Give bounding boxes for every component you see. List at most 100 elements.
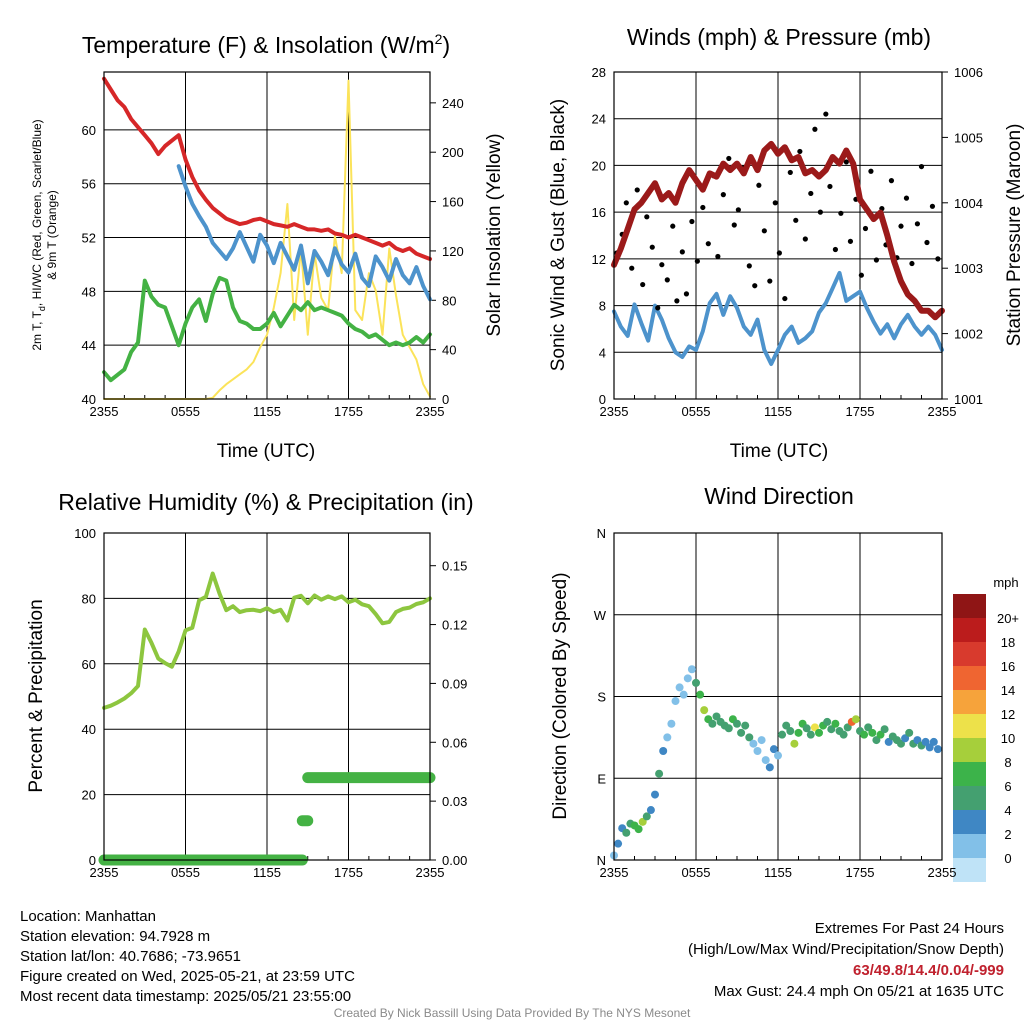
gust-point	[858, 272, 864, 278]
humidity-panel: Relative Humidity (%) & Precipitation (i…	[26, 489, 474, 880]
wind-direction-point	[757, 736, 766, 745]
wind-direction-ylabel: Direction (Colored By Speed)	[550, 572, 571, 819]
gust-point	[873, 257, 880, 263]
wind-direction-point	[880, 725, 889, 734]
x-tick-label: 2355	[600, 865, 629, 880]
gust-point	[888, 178, 895, 184]
temperature-xlabel: Time (UTC)	[217, 441, 316, 462]
extremes-title: Extremes For Past 24 Hours	[814, 920, 1004, 937]
y2-tick-label: 1001	[954, 392, 983, 407]
x-tick-label: 1155	[253, 404, 281, 419]
credit-line: Created By Nick Bassill Using Data Provi…	[333, 1006, 691, 1020]
gust-point	[868, 168, 874, 174]
extremes-summary: Extremes For Past 24 Hours (High/Low/Max…	[688, 918, 1004, 1002]
gust-point	[832, 246, 839, 253]
x-tick-label: 2355	[416, 865, 445, 880]
wind-direction-point	[860, 730, 869, 739]
y-tick-label: 8	[599, 299, 606, 314]
colorbar-label: 6	[1004, 779, 1011, 794]
gust-point	[694, 258, 700, 264]
gust-point	[640, 281, 646, 288]
pressure-ylabel: Station Pressure (Maroon)	[1004, 124, 1024, 347]
y2-tick-label: 0.06	[442, 735, 467, 750]
colorbar-swatch	[953, 858, 986, 882]
wind-direction-point	[667, 719, 676, 728]
speed-colorbar: mph 0 2 4 6 8 10 12 14 16 18 20+	[953, 575, 1019, 882]
plot-border	[103, 71, 431, 400]
wind-direction-point	[786, 727, 795, 736]
temperature-panel: Temperature (F) & Insolation (W/m2) 2m T…	[30, 31, 505, 462]
gust-point	[705, 241, 711, 247]
insolation-ylabel: Solar Insolation (Yellow)	[484, 133, 505, 336]
wind-direction-point	[692, 678, 700, 687]
y-tick-label: N	[597, 526, 606, 541]
x-tick-label: 1755	[846, 404, 875, 419]
colorbar-swatch	[953, 834, 986, 858]
plot-border	[103, 532, 431, 861]
colorbar-title: mph	[993, 575, 1018, 590]
gust-point	[787, 169, 793, 176]
y2-tick-label: 0	[442, 392, 449, 407]
station-latlon: Station lat/lon: 40.7686; -73.9651	[20, 948, 242, 965]
wind-direction-point	[774, 751, 782, 760]
x-tick-label: 1155	[253, 865, 281, 880]
y2-tick-label: 240	[442, 96, 464, 111]
wind-direction-title: Wind Direction	[704, 483, 854, 509]
y-tick-label: 20	[592, 158, 606, 173]
temperature-ylabel-line2: & 9m T (Orange)	[45, 190, 59, 280]
x-tick-label: 2355	[90, 865, 119, 880]
max-gust: Max Gust: 24.4 mph On 05/21 at 1635 UTC	[713, 983, 1004, 1000]
wind-direction-point	[831, 719, 840, 728]
x-tick-label: 1755	[334, 865, 363, 880]
wind-direction-point	[864, 723, 873, 732]
y2-tick-label: 1005	[954, 130, 983, 145]
gust-point	[726, 155, 732, 162]
wind-direction-point	[839, 730, 848, 739]
wind-direction-point	[651, 790, 659, 799]
colorbar-swatch	[953, 762, 986, 786]
gust-point	[674, 298, 680, 304]
x-tick-label: 1155	[764, 865, 792, 880]
y2-tick-label: 120	[442, 244, 464, 259]
x-tick-label: 1755	[334, 404, 363, 419]
wind-direction-point	[843, 723, 852, 732]
y-tick-label: 20	[82, 788, 96, 803]
gust-point	[720, 192, 726, 198]
x-tick-label: 0555	[682, 865, 711, 880]
y-tick-label: 0	[599, 392, 606, 407]
y2-tick-label: 1006	[954, 65, 983, 80]
gust-point	[898, 223, 904, 229]
gust-point	[924, 239, 930, 246]
colorbar-swatch	[953, 594, 986, 618]
y-tick-label: 12	[592, 252, 606, 267]
wind-direction-point	[782, 721, 791, 730]
colorbar-label: 18	[1001, 635, 1015, 650]
wind-direction-point	[708, 719, 717, 728]
gust-point	[843, 159, 849, 165]
station-elevation: Station elevation: 94.7928 m	[20, 928, 211, 945]
colorbar-swatch	[953, 666, 986, 690]
wind-direction-point	[634, 825, 643, 834]
gust-point	[715, 253, 721, 260]
gust-point	[746, 263, 752, 269]
pressure-line	[611, 140, 945, 321]
wind-direction-point	[753, 747, 762, 755]
extremes-legend: (High/Low/Max Wind/Precipitation/Snow De…	[688, 941, 1004, 958]
gust-point	[634, 187, 640, 193]
wind-direction-point	[872, 736, 881, 745]
gust-point	[909, 260, 915, 267]
wind-direction-point	[745, 733, 754, 742]
y-tick-label: 0	[89, 853, 96, 868]
colorbar-label: 8	[1004, 755, 1011, 770]
y-tick-label: 60	[82, 657, 96, 672]
x-tick-label: 2355	[416, 404, 445, 419]
y-tick-label: 52	[82, 231, 96, 246]
gust-point	[812, 126, 818, 132]
y2-tick-label: 160	[442, 195, 464, 210]
wind-direction-point	[827, 725, 836, 734]
wind-direction-point	[806, 730, 815, 739]
station-location: Location: Manhattan	[20, 908, 156, 925]
gust-point	[649, 244, 655, 250]
plot-border	[613, 532, 943, 861]
